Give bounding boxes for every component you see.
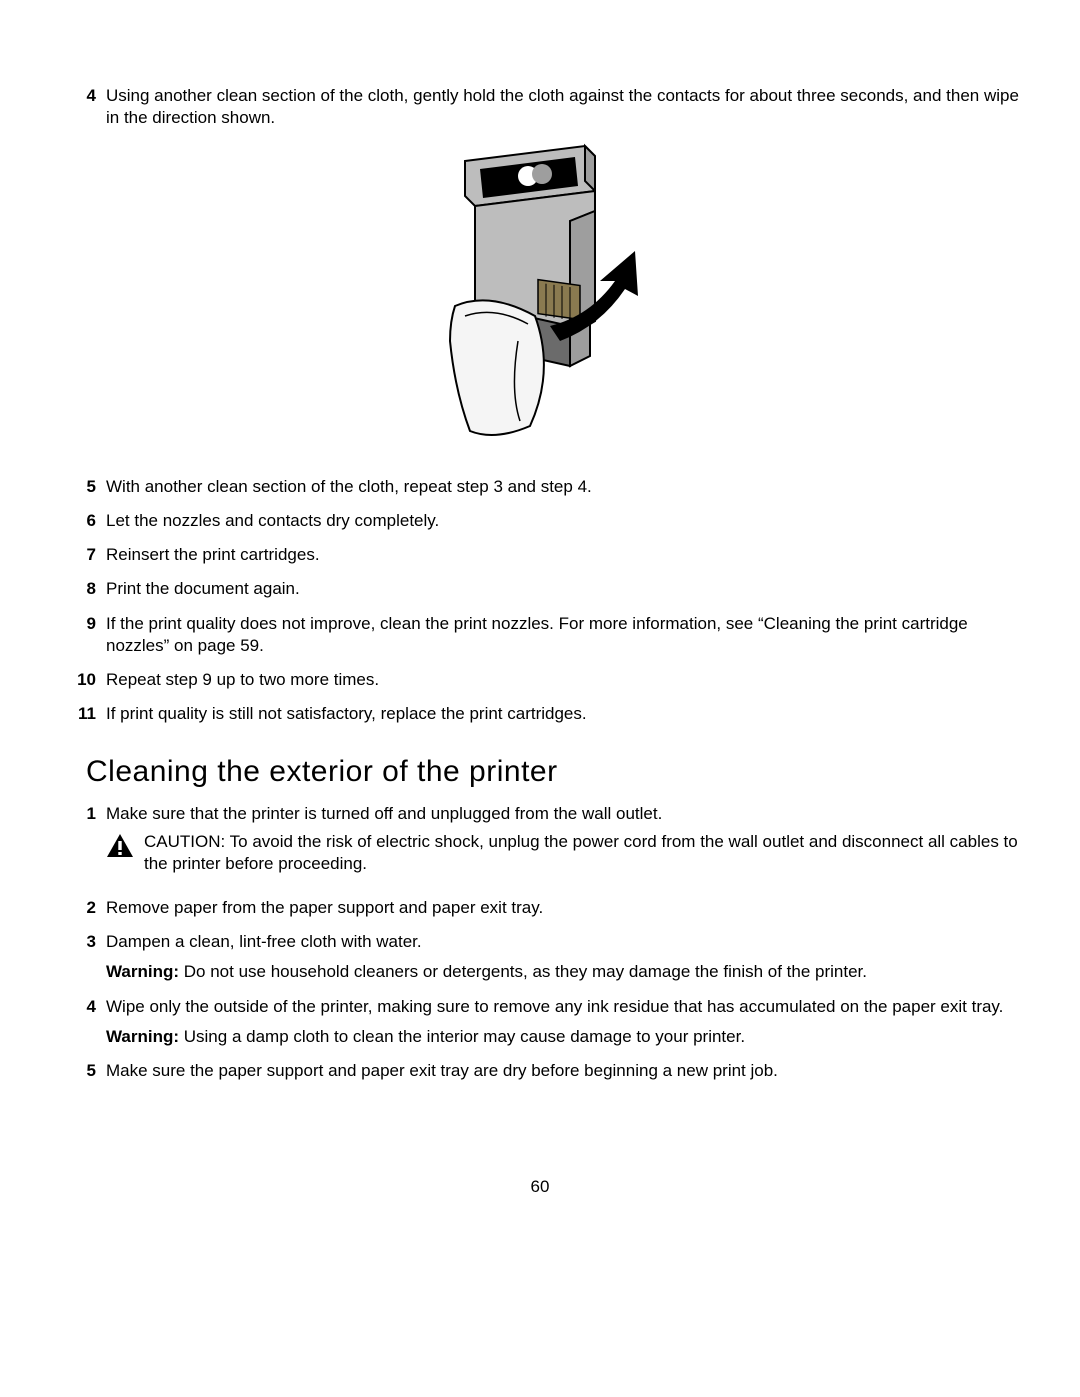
step-number: 8	[56, 578, 106, 600]
step-item: 4 Using another clean section of the clo…	[56, 85, 1024, 129]
step-item: 10Repeat step 9 up to two more times.	[56, 669, 1024, 691]
step-text: Dampen a clean, lint-free cloth with wat…	[106, 932, 422, 951]
step-number: 2	[56, 897, 106, 919]
step-body: Dampen a clean, lint-free cloth with wat…	[106, 931, 1024, 983]
step-item: 1 Make sure that the printer is turned o…	[56, 803, 1024, 885]
step-number: 7	[56, 544, 106, 566]
step-text: If the print quality does not improve, c…	[106, 613, 1024, 657]
step-text: If print quality is still not satisfacto…	[106, 703, 1024, 725]
step-text: Repeat step 9 up to two more times.	[106, 669, 1024, 691]
warning-triangle-icon	[106, 833, 134, 865]
step-body: Make sure that the printer is turned off…	[106, 803, 1024, 885]
caution-block: CAUTION: To avoid the risk of electric s…	[106, 831, 1024, 875]
step-number: 10	[56, 669, 106, 691]
warning-text: Do not use household cleaners or deterge…	[179, 962, 867, 981]
step-item: 6Let the nozzles and contacts dry comple…	[56, 510, 1024, 532]
step-text: With another clean section of the cloth,…	[106, 476, 1024, 498]
step-text: Remove paper from the paper support and …	[106, 897, 1024, 919]
step-item: 5With another clean section of the cloth…	[56, 476, 1024, 498]
step-text: Wipe only the outside of the printer, ma…	[106, 997, 1003, 1016]
step-item: 5Make sure the paper support and paper e…	[56, 1060, 1024, 1082]
page-number: 60	[0, 1177, 1080, 1197]
step-number: 4	[56, 996, 106, 1018]
steps-list-top: 4 Using another clean section of the clo…	[56, 85, 1024, 129]
step-number: 4	[56, 85, 106, 107]
warning-line: Warning: Using a damp cloth to clean the…	[106, 1026, 1024, 1048]
step-number: 11	[56, 703, 106, 725]
step-item: 4 Wipe only the outside of the printer, …	[56, 996, 1024, 1048]
cartridge-figure	[56, 141, 1024, 456]
step-body: Wipe only the outside of the printer, ma…	[106, 996, 1024, 1048]
step-item: 11If print quality is still not satisfac…	[56, 703, 1024, 725]
section-heading: Cleaning the exterior of the printer	[86, 755, 1024, 789]
cartridge-illustration-icon	[420, 141, 660, 451]
step-text: Using another clean section of the cloth…	[106, 85, 1024, 129]
warning-label: Warning:	[106, 1027, 179, 1046]
step-text: Make sure the paper support and paper ex…	[106, 1060, 1024, 1082]
step-number: 5	[56, 1060, 106, 1082]
steps-list-mid: 5With another clean section of the cloth…	[56, 476, 1024, 725]
step-item: 7Reinsert the print cartridges.	[56, 544, 1024, 566]
step-item: 3 Dampen a clean, lint-free cloth with w…	[56, 931, 1024, 983]
step-text: Let the nozzles and contacts dry complet…	[106, 510, 1024, 532]
step-text: Print the document again.	[106, 578, 1024, 600]
warning-label: Warning:	[106, 962, 179, 981]
step-item: 8Print the document again.	[56, 578, 1024, 600]
page-content: 4 Using another clean section of the clo…	[0, 0, 1080, 1134]
warning-line: Warning: Do not use household cleaners o…	[106, 961, 1024, 983]
step-text: Make sure that the printer is turned off…	[106, 804, 662, 823]
caution-text: CAUTION: To avoid the risk of electric s…	[144, 831, 1024, 875]
step-number: 1	[56, 803, 106, 825]
step-item: 9If the print quality does not improve, …	[56, 613, 1024, 657]
steps-list-bottom: 1 Make sure that the printer is turned o…	[56, 803, 1024, 1082]
step-item: 2Remove paper from the paper support and…	[56, 897, 1024, 919]
step-number: 6	[56, 510, 106, 532]
step-number: 3	[56, 931, 106, 953]
step-number: 9	[56, 613, 106, 635]
step-number: 5	[56, 476, 106, 498]
step-text: Reinsert the print cartridges.	[106, 544, 1024, 566]
warning-text: Using a damp cloth to clean the interior…	[179, 1027, 745, 1046]
